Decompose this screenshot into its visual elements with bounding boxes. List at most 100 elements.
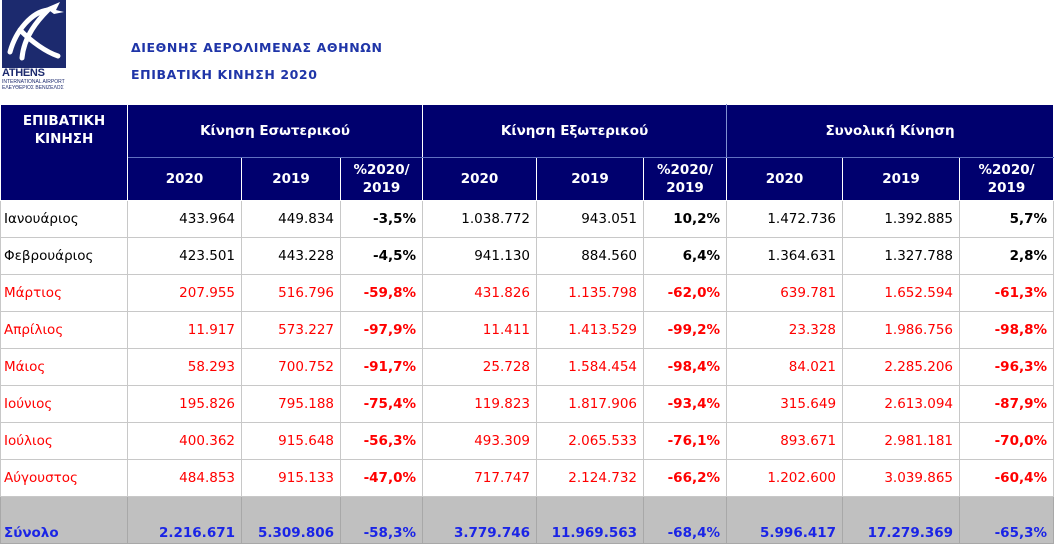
value-cell: 1.327.788	[842, 237, 961, 275]
value-cell: 423.501	[127, 237, 242, 275]
logo-wordmark: ATHENS	[2, 67, 45, 79]
value-cell: 11.411	[422, 311, 538, 349]
value-cell: 639.781	[726, 274, 844, 312]
table-row: Ιούλιος 400.362 915.648 -56,3% 493.309 2…	[0, 422, 1055, 460]
value-cell: 431.826	[422, 274, 538, 312]
pct-cell: -99,2%	[643, 311, 728, 349]
total-value-cell: 17.279.369	[842, 496, 961, 544]
logo-subtext-en: INTERNATIONAL AIRPORT	[2, 79, 65, 85]
value-cell: 915.133	[241, 459, 341, 497]
pct-cell: -96,3%	[959, 348, 1055, 386]
total-label-cell: Σύνολο	[0, 496, 128, 544]
pct-cell: 5,7%	[959, 200, 1055, 238]
value-cell: 58.293	[127, 348, 242, 386]
value-cell: 2.981.181	[842, 422, 961, 460]
value-cell: 795.188	[241, 385, 341, 423]
month-cell: Ιούνιος	[0, 385, 128, 423]
value-cell: 893.671	[726, 422, 844, 460]
pct-cell: 10,2%	[643, 200, 728, 238]
value-cell: 84.021	[726, 348, 844, 386]
month-cell: Μάρτιος	[0, 274, 128, 312]
value-cell: 700.752	[241, 348, 341, 386]
pct-cell: -97,9%	[339, 311, 424, 349]
subheader-international-pct: %2020/ 2019	[643, 157, 728, 201]
logo-subtext-gr: ΕΛΕΥΘΕΡΙΟΣ ΒΕΝΙΖΕΛΟΣ	[2, 85, 64, 91]
month-cell: Απρίλιος	[0, 311, 128, 349]
value-cell: 449.834	[241, 200, 341, 238]
value-cell: 315.649	[726, 385, 844, 423]
value-cell: 516.796	[241, 274, 341, 312]
table-row: Ιανουάριος 433.964 449.834 -3,5% 1.038.7…	[0, 200, 1055, 238]
page-subtitle: ΕΠΙΒΑΤΙΚΗ ΚΙΝΗΣΗ 2020	[131, 67, 318, 82]
value-cell: 1.364.631	[726, 237, 844, 275]
pct-cell: -61,3%	[959, 274, 1055, 312]
pct-cell: -98,8%	[959, 311, 1055, 349]
total-value-cell: 5.996.417	[726, 496, 844, 544]
value-cell: 1.986.756	[842, 311, 961, 349]
table-subheader-row: 2020 2019 %2020/ 2019 2020 2019 %2020/ 2…	[1, 157, 1055, 201]
subheader-international-2020: 2020	[422, 157, 538, 201]
subheader-international-2019: 2019	[536, 157, 645, 201]
pct-cell: -70,0%	[959, 422, 1055, 460]
pct-cell: -75,4%	[339, 385, 424, 423]
value-cell: 915.648	[241, 422, 341, 460]
table-row: Ιούνιος 195.826 795.188 -75,4% 119.823 1…	[0, 385, 1055, 423]
value-cell: 493.309	[422, 422, 538, 460]
value-cell: 1.392.885	[842, 200, 961, 238]
value-cell: 943.051	[536, 200, 645, 238]
table-row: Φεβρουάριος 423.501 443.228 -4,5% 941.13…	[0, 237, 1055, 275]
value-cell: 1.817.906	[536, 385, 645, 423]
pct-cell: -60,4%	[959, 459, 1055, 497]
value-cell: 23.328	[726, 311, 844, 349]
total-pct-cell: -58,3%	[339, 496, 424, 544]
total-value-cell: 5.309.806	[241, 496, 341, 544]
pct-cell: -76,1%	[643, 422, 728, 460]
pct-cell: 6,4%	[643, 237, 728, 275]
value-cell: 1.135.798	[536, 274, 645, 312]
value-cell: 2.124.732	[536, 459, 645, 497]
value-cell: 1.038.772	[422, 200, 538, 238]
value-cell: 119.823	[422, 385, 538, 423]
pct-cell: -62,0%	[643, 274, 728, 312]
table-row: Αύγουστος 484.853 915.133 -47,0% 717.747…	[0, 459, 1055, 497]
value-cell: 3.039.865	[842, 459, 961, 497]
value-cell: 941.130	[422, 237, 538, 275]
group-header-domestic: Κίνηση Εσωτερικού	[126, 104, 424, 158]
pct-cell: -98,4%	[643, 348, 728, 386]
value-cell: 1.413.529	[536, 311, 645, 349]
pct-cell: -93,4%	[643, 385, 728, 423]
pct-cell: -4,5%	[339, 237, 424, 275]
subheader-total-2020: 2020	[726, 157, 844, 201]
value-cell: 717.747	[422, 459, 538, 497]
total-pct-cell: -68,4%	[643, 496, 728, 544]
pct-cell: -87,9%	[959, 385, 1055, 423]
value-cell: 25.728	[422, 348, 538, 386]
value-cell: 1.652.594	[842, 274, 961, 312]
month-cell: Ιούλιος	[0, 422, 128, 460]
value-cell: 573.227	[241, 311, 341, 349]
value-cell: 11.917	[127, 311, 242, 349]
value-cell: 1.584.454	[536, 348, 645, 386]
total-pct-cell: -65,3%	[959, 496, 1055, 544]
value-cell: 2.065.533	[536, 422, 645, 460]
month-cell: Φεβρουάριος	[0, 237, 128, 275]
value-cell: 484.853	[127, 459, 242, 497]
subheader-total-2019: 2019	[842, 157, 961, 201]
value-cell: 433.964	[127, 200, 242, 238]
pct-cell: -91,7%	[339, 348, 424, 386]
pct-cell: -3,5%	[339, 200, 424, 238]
total-value-cell: 11.969.563	[536, 496, 645, 544]
value-cell: 443.228	[241, 237, 341, 275]
pct-cell: -47,0%	[339, 459, 424, 497]
passenger-traffic-table: ΕΠΙΒΑΤΙΚΗ ΚΙΝΗΣΗ Κίνηση Εσωτερικού Κίνησ…	[0, 104, 1055, 544]
total-value-cell: 2.216.671	[127, 496, 242, 544]
value-cell: 1.202.600	[726, 459, 844, 497]
pct-cell: -66,2%	[643, 459, 728, 497]
pct-cell: -59,8%	[339, 274, 424, 312]
value-cell: 1.472.736	[726, 200, 844, 238]
value-cell: 2.285.206	[842, 348, 961, 386]
value-cell: 2.613.094	[842, 385, 961, 423]
value-cell: 400.362	[127, 422, 242, 460]
subheader-total-pct: %2020/ 2019	[959, 157, 1055, 201]
group-header-total: Συνολική Κίνηση	[726, 104, 1055, 158]
